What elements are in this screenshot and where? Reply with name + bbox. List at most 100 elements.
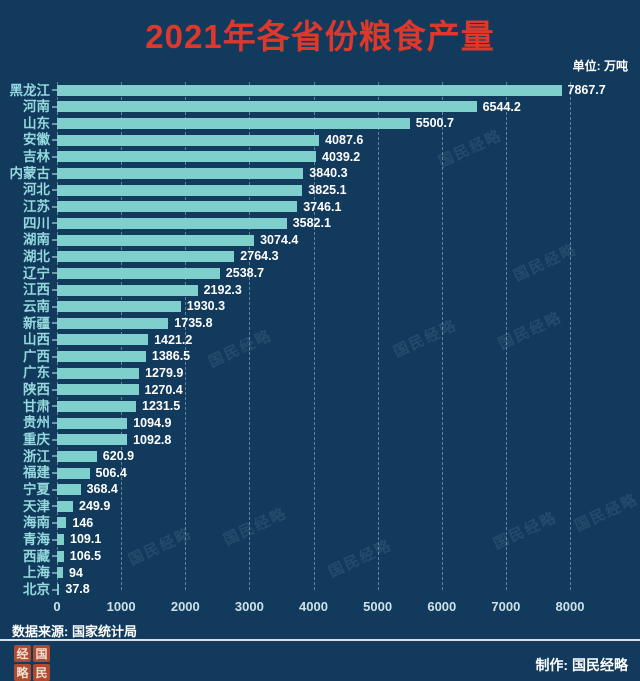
y-axis-tick [52,205,57,208]
bar [57,168,304,180]
province-label: 山东 [23,115,50,131]
bar [57,84,562,96]
bar-row: 天津 249.9 [0,498,640,515]
y-axis-tick [52,555,57,558]
bar [57,118,410,130]
value-label: 1094.9 [133,415,172,430]
y-axis-tick [52,388,57,391]
unit-label: 单位: 万吨 [572,59,628,73]
value-label: 109.1 [70,532,102,547]
value-label: 7867.7 [567,83,606,98]
y-axis-tick [52,89,57,92]
bar-row: 陕西 1270.4 [0,382,640,399]
province-label: 辽宁 [23,265,50,281]
bar [57,467,90,479]
y-axis-tick [52,289,57,291]
y-axis-tick [52,105,57,108]
value-label: 5500.7 [415,116,454,131]
seal-char: 略 [14,664,31,681]
value-label: 1231.5 [142,399,181,414]
bar [57,367,140,379]
province-label: 甘肃 [23,398,50,414]
value-label: 3582.1 [292,216,331,231]
value-label: 1279.9 [145,365,184,380]
province-label: 江西 [23,282,50,298]
y-axis-tick [52,505,57,508]
bar-row: 北京 37.8 [0,581,640,598]
bar-row: 江苏 3746.1 [0,198,640,215]
value-label: 6544.2 [482,99,521,114]
bar [57,450,97,462]
y-axis-tick [52,422,57,425]
bar-row: 山西 1421.2 [0,332,640,349]
value-label: 1270.4 [144,382,183,397]
value-label: 1735.8 [174,316,213,331]
y-axis-tick [52,571,57,574]
province-label: 浙江 [23,448,50,464]
value-label: 620.9 [102,449,135,464]
y-axis-tick [52,222,57,225]
value-label: 2192.3 [203,282,242,297]
bar-row: 广东 1279.9 [0,365,640,382]
province-label: 内蒙古 [9,165,51,181]
province-label: 天津 [23,498,50,514]
y-axis-tick [52,272,57,275]
value-label: 1092.8 [133,432,172,447]
bar-row: 安徽 4087.6 [0,132,640,149]
province-label: 河北 [23,182,50,198]
bar-row: 江西 2192.3 [0,282,640,299]
province-label: 青海 [23,531,50,547]
bar-rows: 黑龙江 7867.7 河南 6544.2 山东 5500.7 安徽 4087.6 吉林 4039.… [0,82,640,598]
bar [57,217,287,229]
x-tick-label: 1000 [106,599,136,614]
province-label: 陕西 [23,382,50,398]
value-label: 106.5 [69,549,102,563]
footer-divider [0,639,640,641]
bar-row: 青海 109.1 [0,531,640,548]
bar-row: 黑龙江 7867.7 [0,82,640,99]
value-label: 506.4 [95,465,127,480]
page-title: 2021年各省份粮食产量 [145,18,495,55]
bar-row: 吉林 4039.2 [0,149,640,166]
bar [57,284,198,296]
province-label: 湖南 [23,232,50,248]
y-axis-tick [52,438,57,441]
value-label: 4039.2 [322,149,361,164]
bar-row: 海南 146 [0,515,640,532]
x-tick-label: 4000 [299,599,328,614]
bar [57,550,64,562]
bar-row: 甘肃 1231.5 [0,398,640,415]
y-axis-tick [52,372,57,375]
bar-row: 河南 6544.2 [0,99,640,116]
x-axis: 0 1000 2000 3000 4000 5000 6000 7000 8000 [53,599,584,615]
y-axis-tick [52,521,57,524]
bar-chart: 黑龙江 7867.7 河南 6544.2 山东 5500.7 安徽 4087.6 吉林 4039.… [0,82,640,614]
value-label: 1930.3 [186,299,226,314]
y-axis-tick [52,355,57,358]
province-label: 贵州 [23,415,50,431]
y-axis-tick [52,155,57,158]
province-label: 黑龙江 [9,82,51,98]
bar-row: 内蒙古 3840.3 [0,165,640,182]
bar [57,184,303,196]
value-label: 94 [69,565,83,580]
y-axis-tick [52,405,57,408]
province-label: 福建 [23,465,50,481]
province-label: 重庆 [23,432,50,448]
x-tick-label: 2000 [170,599,200,614]
value-label: 146 [72,515,94,530]
y-axis-tick [52,538,57,541]
bar-row: 贵州 1094.9 [0,415,640,432]
province-label: 宁夏 [23,481,50,497]
bar-row: 上海 94 [0,565,640,582]
province-label: 广东 [23,365,50,381]
x-tick-label: 7000 [491,599,521,614]
bar [57,317,169,329]
y-axis-tick [52,255,57,258]
publisher-seal-logo: 经国略民 [14,645,50,681]
bar [57,151,316,163]
province-label: 上海 [23,565,50,581]
province-label: 海南 [23,515,50,531]
value-label: 249.9 [79,499,111,514]
x-tick-label: 3000 [234,599,264,614]
